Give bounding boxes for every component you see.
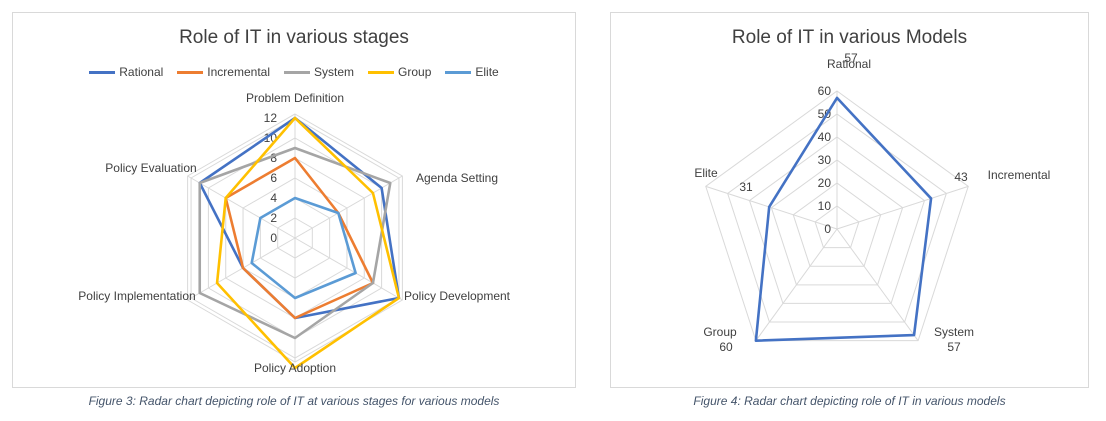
tick-label: 40 <box>818 130 832 144</box>
grid-ring <box>792 182 882 267</box>
series-line-system <box>198 146 392 340</box>
category-label: Rational <box>827 57 871 71</box>
legend-label: Incremental <box>207 65 270 79</box>
legend-item-system: System <box>284 65 354 79</box>
legend-item-elite: Elite <box>445 65 499 79</box>
stages-chart-panel: Role of IT in various stages Rational Inc… <box>12 12 576 388</box>
grid-ring <box>727 113 947 323</box>
series-line-group <box>215 116 401 370</box>
category-label: System <box>934 325 974 339</box>
data-label: 31 <box>739 180 753 194</box>
tick-label: 6 <box>270 171 277 185</box>
models-chart-panel: Role of IT in various Models 0 10 20 30 40 50… <box>610 12 1089 388</box>
grid-ring <box>814 205 860 249</box>
category-label: Policy Evaluation <box>105 161 196 175</box>
grid-spoke <box>294 237 403 301</box>
category-label: Policy Implementation <box>78 289 195 303</box>
data-label: 57 <box>844 51 858 65</box>
category-label: Problem Definition <box>246 91 344 105</box>
tick-label: 2 <box>270 211 277 225</box>
legend-swatch <box>368 70 395 74</box>
legend-swatch <box>284 70 310 74</box>
figure-caption: Figure 3: Radar chart depicting role of … <box>88 394 500 408</box>
legend-label: Rational <box>119 65 164 79</box>
grid-spoke <box>836 228 919 341</box>
category-label: Elite <box>694 166 718 180</box>
chart-title: Role of IT in various Models <box>731 27 968 48</box>
legend-swatch <box>177 70 204 74</box>
grid-spoke <box>705 185 838 230</box>
chart-title: Role of IT in various stages <box>179 27 409 48</box>
tick-label: 8 <box>270 151 277 165</box>
chart-legend: Rational Incremental System Group Elite <box>13 65 575 79</box>
tick-label: 4 <box>270 191 277 205</box>
category-label: Agenda Setting <box>416 171 498 185</box>
data-label: 43 <box>954 170 968 184</box>
data-label: 60 <box>719 340 733 354</box>
category-label: Incremental <box>988 168 1051 182</box>
grid-spoke <box>755 228 838 341</box>
tick-label: 20 <box>818 176 832 190</box>
category-label: Group <box>703 325 737 339</box>
grid-ring <box>770 159 904 286</box>
series-line-series-0 <box>754 96 933 342</box>
tick-label: 60 <box>818 84 832 98</box>
series-line-incremental <box>224 156 375 320</box>
grid-spoke <box>294 175 403 239</box>
tick-label: 10 <box>818 199 832 213</box>
data-label: 57 <box>947 340 961 354</box>
category-label: Policy Development <box>404 289 511 303</box>
radar-chart-models: 0102030405060RationalIncrementalSystemGr… <box>694 51 1051 354</box>
tick-label: 12 <box>264 111 278 125</box>
series-line-elite <box>250 196 357 300</box>
tick-label: 0 <box>824 222 831 236</box>
grid-spoke <box>836 185 969 230</box>
grid-ring <box>748 136 926 304</box>
grid-ring <box>705 90 969 342</box>
category-label: Policy Adoption <box>254 361 336 375</box>
legend-item-rational: Rational <box>89 65 163 79</box>
figure-caption: Figure 4: Radar chart depicting role of … <box>693 394 1006 408</box>
legend-swatch <box>445 70 472 74</box>
tick-label: 0 <box>270 231 277 245</box>
grid-spoke <box>187 237 296 301</box>
legend-item-group: Group <box>368 65 431 79</box>
grid-spoke <box>187 175 296 239</box>
legend-label: System <box>314 65 355 79</box>
legend-label: Elite <box>475 65 499 79</box>
legend-swatch <box>89 70 116 74</box>
legend-item-incremental: Incremental <box>177 65 270 79</box>
legend-label: Group <box>398 65 432 79</box>
tick-label: 30 <box>818 153 832 167</box>
